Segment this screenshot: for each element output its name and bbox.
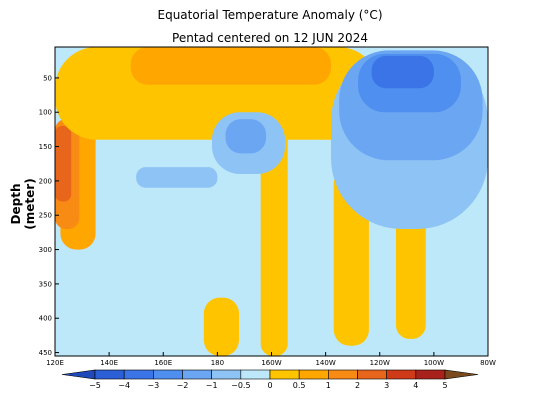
colorbar-label: −4 (118, 381, 130, 390)
colorbar-swatch (357, 369, 387, 380)
colorbar-swatch (328, 369, 358, 380)
x-tick-label: 140W (315, 359, 335, 367)
colorbar-label: −3 (147, 381, 159, 390)
y-tick-label: 450 (39, 349, 52, 357)
anomaly-region-8 (203, 297, 240, 356)
colorbar-swatch (298, 369, 329, 380)
x-tick-label: 180 (211, 359, 224, 367)
anomaly-region-4 (130, 47, 332, 85)
colorbar-swatch (94, 369, 125, 380)
colorbar-label: −5 (89, 381, 101, 390)
y-tick-label: 350 (39, 280, 52, 288)
colorbar-low-extension (61, 369, 96, 380)
anomaly-region-5 (260, 119, 288, 356)
colorbar-high-extension (444, 369, 479, 380)
x-tick-label: 140E (100, 359, 118, 367)
y-tick-label: 400 (39, 315, 52, 323)
colorbar-swatch (269, 369, 300, 380)
colorbar-swatch (153, 369, 183, 380)
colorbar-label: 5 (442, 381, 447, 390)
x-tick-label: 120W (370, 359, 390, 367)
x-tick-label: 120E (46, 359, 64, 367)
anomaly-region-12 (371, 55, 434, 89)
x-tick-label: 100W (424, 359, 444, 367)
colorbar-label: −1 (206, 381, 218, 390)
colorbar-swatch (211, 369, 242, 380)
colorbar-swatch (240, 369, 271, 380)
colorbar-label: 0.5 (293, 381, 306, 390)
y-tick-label: 100 (39, 109, 52, 117)
y-tick-label: 200 (39, 177, 52, 185)
anomaly-region-15 (136, 167, 218, 188)
colorbar-swatch (415, 369, 446, 380)
colorbar-label: 3 (384, 381, 389, 390)
y-tick-label: 300 (39, 246, 52, 254)
colorbar-label: 1 (326, 381, 331, 390)
anomaly-region-14 (225, 119, 267, 154)
y-tick-label: 150 (39, 143, 52, 151)
colorbar-label: 4 (413, 381, 418, 390)
anomaly-region-2 (55, 125, 72, 202)
colorbar-label: 2 (355, 381, 360, 390)
colorbar-swatch (123, 369, 154, 380)
x-tick-label: 160W (261, 359, 281, 367)
colorbar-swatch (386, 369, 417, 380)
x-tick-label: 160E (154, 359, 172, 367)
x-tick-label: 80W (480, 359, 496, 367)
colorbar-swatch (182, 369, 212, 380)
y-axis-label: Depth (meter) (9, 178, 37, 230)
colorbar-label: −2 (177, 381, 189, 390)
chart-title: Equatorial Temperature Anomaly (°C) (157, 8, 383, 22)
colorbar-label: 0 (267, 381, 272, 390)
colorbar-label: −0.5 (231, 381, 250, 390)
y-tick-label: 50 (43, 74, 52, 82)
chart-subtitle: Pentad centered on 12 JUN 2024 (172, 31, 368, 45)
y-tick-label: 250 (39, 212, 52, 220)
